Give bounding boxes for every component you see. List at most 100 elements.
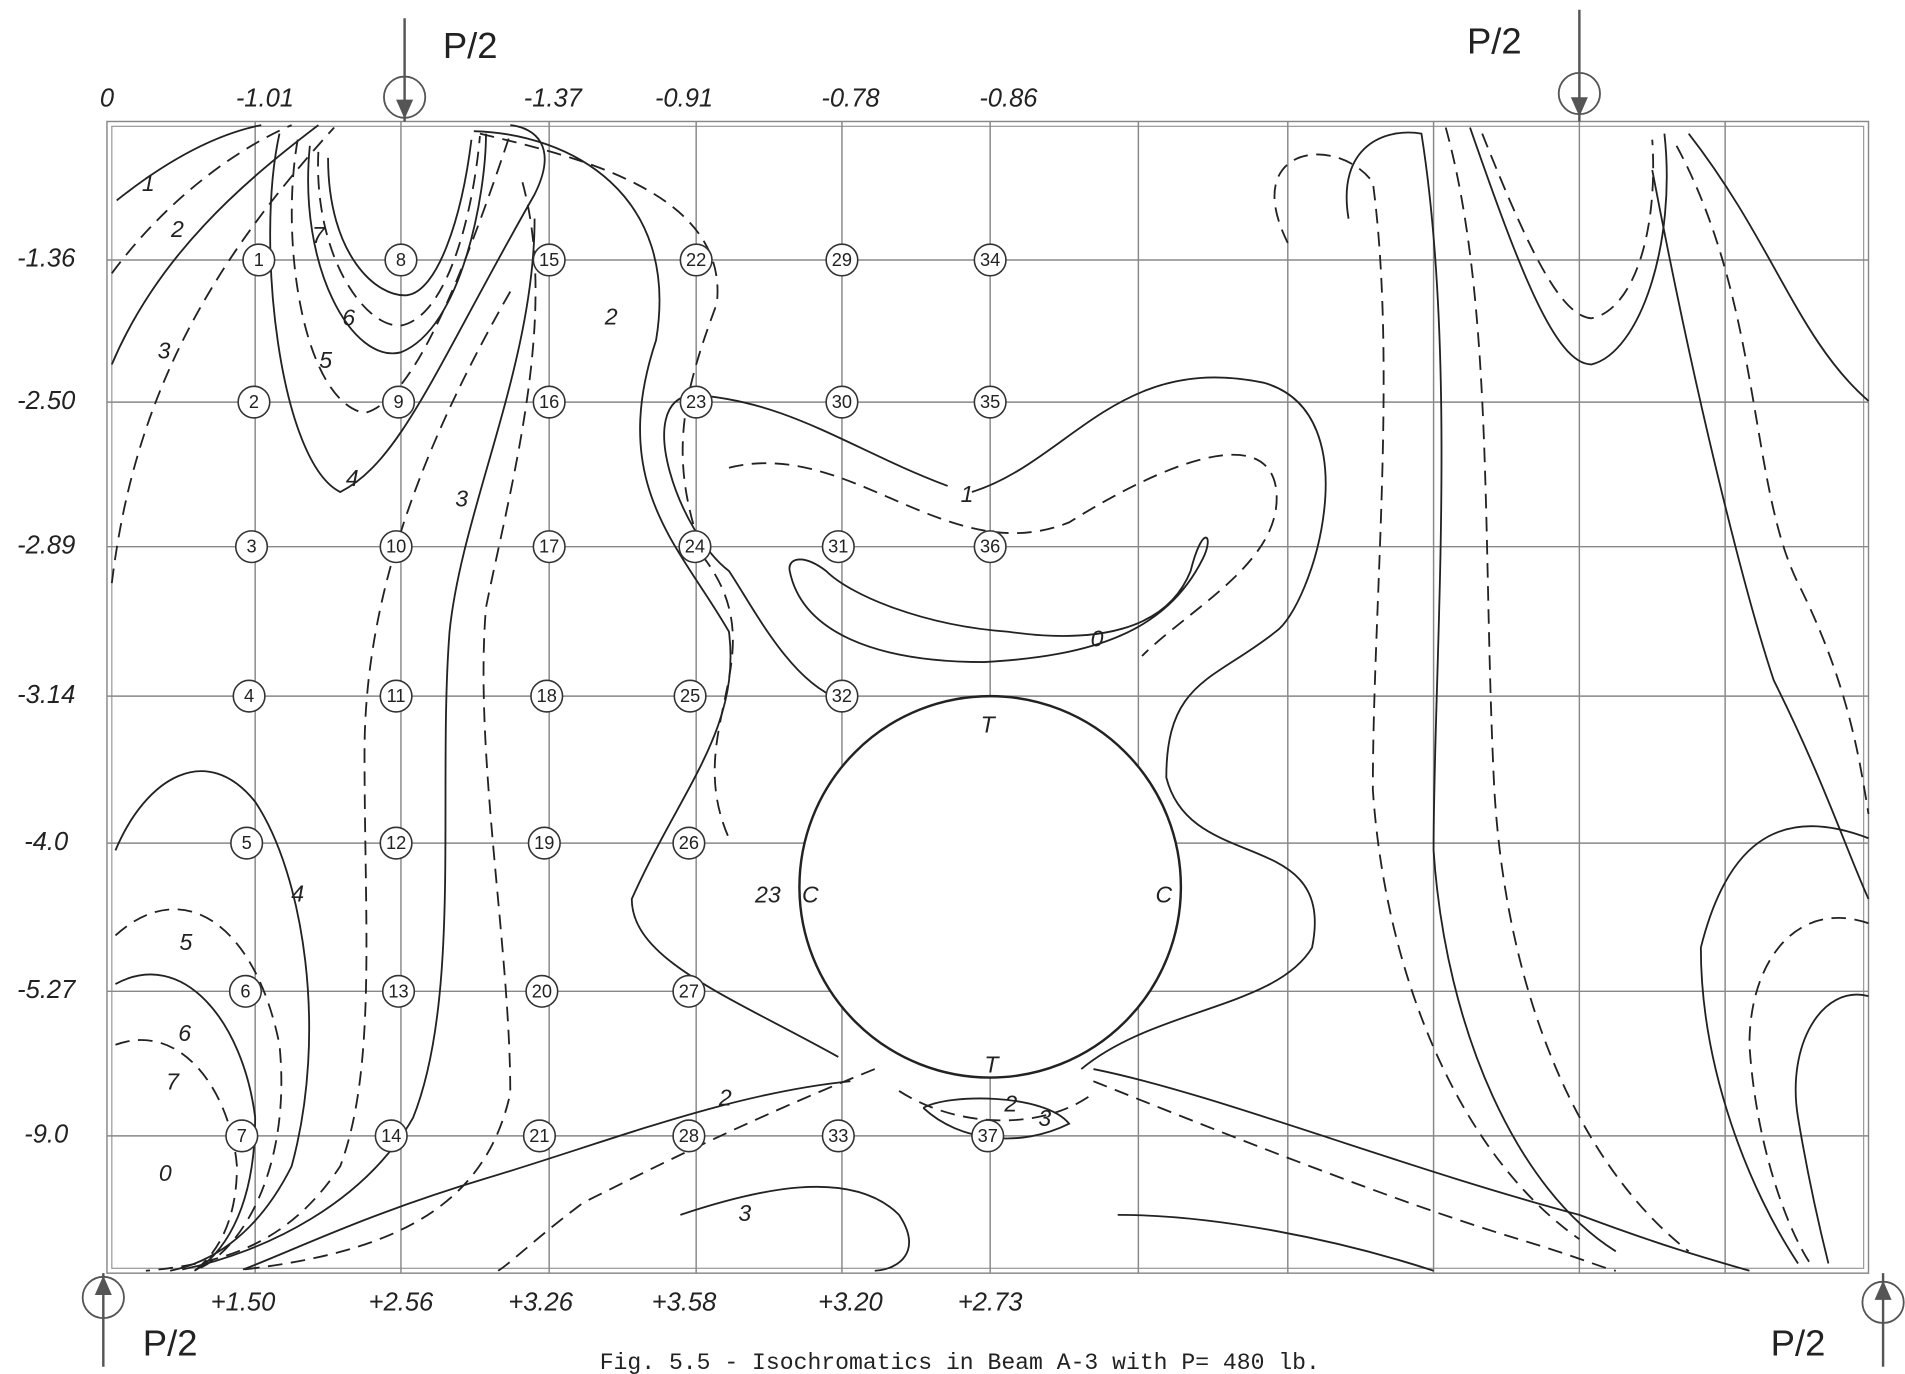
contour	[1482, 134, 1653, 319]
node-label: 18	[537, 686, 557, 706]
node-label: 33	[828, 1126, 848, 1146]
contour-label: T	[981, 712, 997, 738]
node-label: 4	[244, 686, 254, 706]
contour	[1093, 1069, 1749, 1271]
node-label: 32	[832, 686, 852, 706]
node-label: 24	[685, 537, 705, 557]
bottom-value: +3.26	[508, 1288, 573, 1316]
top-value: 0	[100, 84, 114, 112]
top-value: -0.91	[655, 84, 713, 112]
node-label: 9	[393, 392, 403, 412]
side-value: -9.0	[24, 1121, 68, 1149]
contour-label: 1	[961, 481, 974, 507]
contour-label: 0	[159, 1160, 172, 1186]
load-label: P/2	[1467, 20, 1522, 61]
contour-label: 7	[312, 222, 326, 248]
load-arrows	[83, 10, 1904, 1367]
side-value: -5.27	[17, 976, 76, 1004]
node-label: 7	[237, 1126, 247, 1146]
node-label: 34	[980, 250, 1000, 270]
contour-label: 4	[291, 880, 304, 906]
side-value: -1.36	[17, 245, 76, 273]
bottom-value: +1.50	[211, 1288, 276, 1316]
contour	[115, 771, 309, 1271]
node-label: 37	[978, 1126, 998, 1146]
contour-label: 3	[158, 337, 171, 363]
node-label: 16	[539, 392, 559, 412]
node-label: 25	[680, 686, 700, 706]
node-label: 15	[539, 250, 559, 270]
node-label: 5	[242, 833, 252, 853]
top-value: -1.37	[524, 84, 583, 112]
contour	[115, 909, 281, 1270]
bottom-value: +3.20	[818, 1288, 883, 1316]
node-label: 23	[686, 392, 706, 412]
node-label: 19	[534, 833, 554, 853]
node-label: 29	[832, 250, 852, 270]
load-label: P/2	[443, 25, 498, 66]
node-label: 35	[980, 392, 1000, 412]
node-label: 21	[529, 1126, 549, 1146]
side-value: -2.89	[17, 531, 75, 559]
contour	[1677, 146, 1869, 814]
node-label: 13	[388, 981, 408, 1001]
caption: Fig. 5.5 - Isochromatics in Beam A-3 wit…	[600, 1350, 1320, 1374]
contour-label: 4	[346, 465, 359, 491]
contour	[1701, 826, 1869, 1263]
contour-label: 2	[1003, 1091, 1017, 1117]
contour	[1470, 128, 1667, 365]
contour	[1446, 128, 1689, 1252]
contour-label: 23	[754, 882, 781, 908]
figure: P/2P/2P/2P/20-1.01-1.37-0.91-0.78-0.86-1…	[0, 0, 1905, 1374]
contour-label: 5	[180, 929, 193, 955]
node-label: 22	[686, 250, 706, 270]
contour-label: 3	[455, 486, 468, 512]
contour	[182, 219, 534, 1270]
node-label: 20	[532, 981, 552, 1001]
node-label: 6	[240, 981, 250, 1001]
contour-label: 0	[1091, 625, 1104, 651]
contour-label: 6	[178, 1020, 191, 1046]
contour	[1347, 133, 1616, 1252]
side-value: -3.14	[17, 681, 75, 709]
contour	[243, 1081, 850, 1269]
contour	[474, 131, 838, 1057]
bottom-value: +2.56	[369, 1288, 434, 1316]
contour	[270, 125, 544, 492]
contour	[318, 136, 480, 326]
node-label: 30	[832, 392, 852, 412]
contour	[243, 182, 536, 1269]
node-label: 8	[396, 250, 406, 270]
top-value: -1.01	[236, 84, 294, 112]
contour-label: 1	[142, 170, 155, 196]
contour-label: 5	[319, 347, 332, 373]
load-label: P/2	[143, 1323, 198, 1364]
contour	[1118, 1215, 1434, 1271]
node-label: 11	[387, 686, 406, 706]
contour-label: C	[1156, 882, 1173, 908]
hole	[799, 696, 1180, 1077]
contour-label: C	[802, 882, 819, 908]
contour-label: 2	[170, 216, 184, 242]
contour-label: 2	[604, 303, 618, 329]
contour	[480, 134, 733, 839]
top-value: -0.78	[821, 84, 880, 112]
load-label: P/2	[1771, 1323, 1826, 1364]
node-label: 27	[679, 981, 699, 1001]
contour-label: T	[984, 1052, 1000, 1078]
contour	[899, 1091, 1093, 1120]
contour-label: 7	[166, 1069, 180, 1095]
contour-label: 3	[738, 1200, 751, 1226]
contour-label: 2	[718, 1085, 732, 1111]
contour-label: 3	[1038, 1105, 1051, 1131]
side-value: -2.50	[17, 387, 75, 415]
contour	[112, 125, 319, 364]
node-label: 17	[539, 537, 559, 557]
node-label: 10	[386, 537, 406, 557]
contour	[112, 128, 334, 584]
bottom-value: +2.73	[958, 1288, 1023, 1316]
contour	[498, 1069, 875, 1271]
contour-label: 6	[342, 305, 355, 331]
node-label: 14	[381, 1126, 401, 1146]
side-value: -4.0	[24, 828, 68, 856]
